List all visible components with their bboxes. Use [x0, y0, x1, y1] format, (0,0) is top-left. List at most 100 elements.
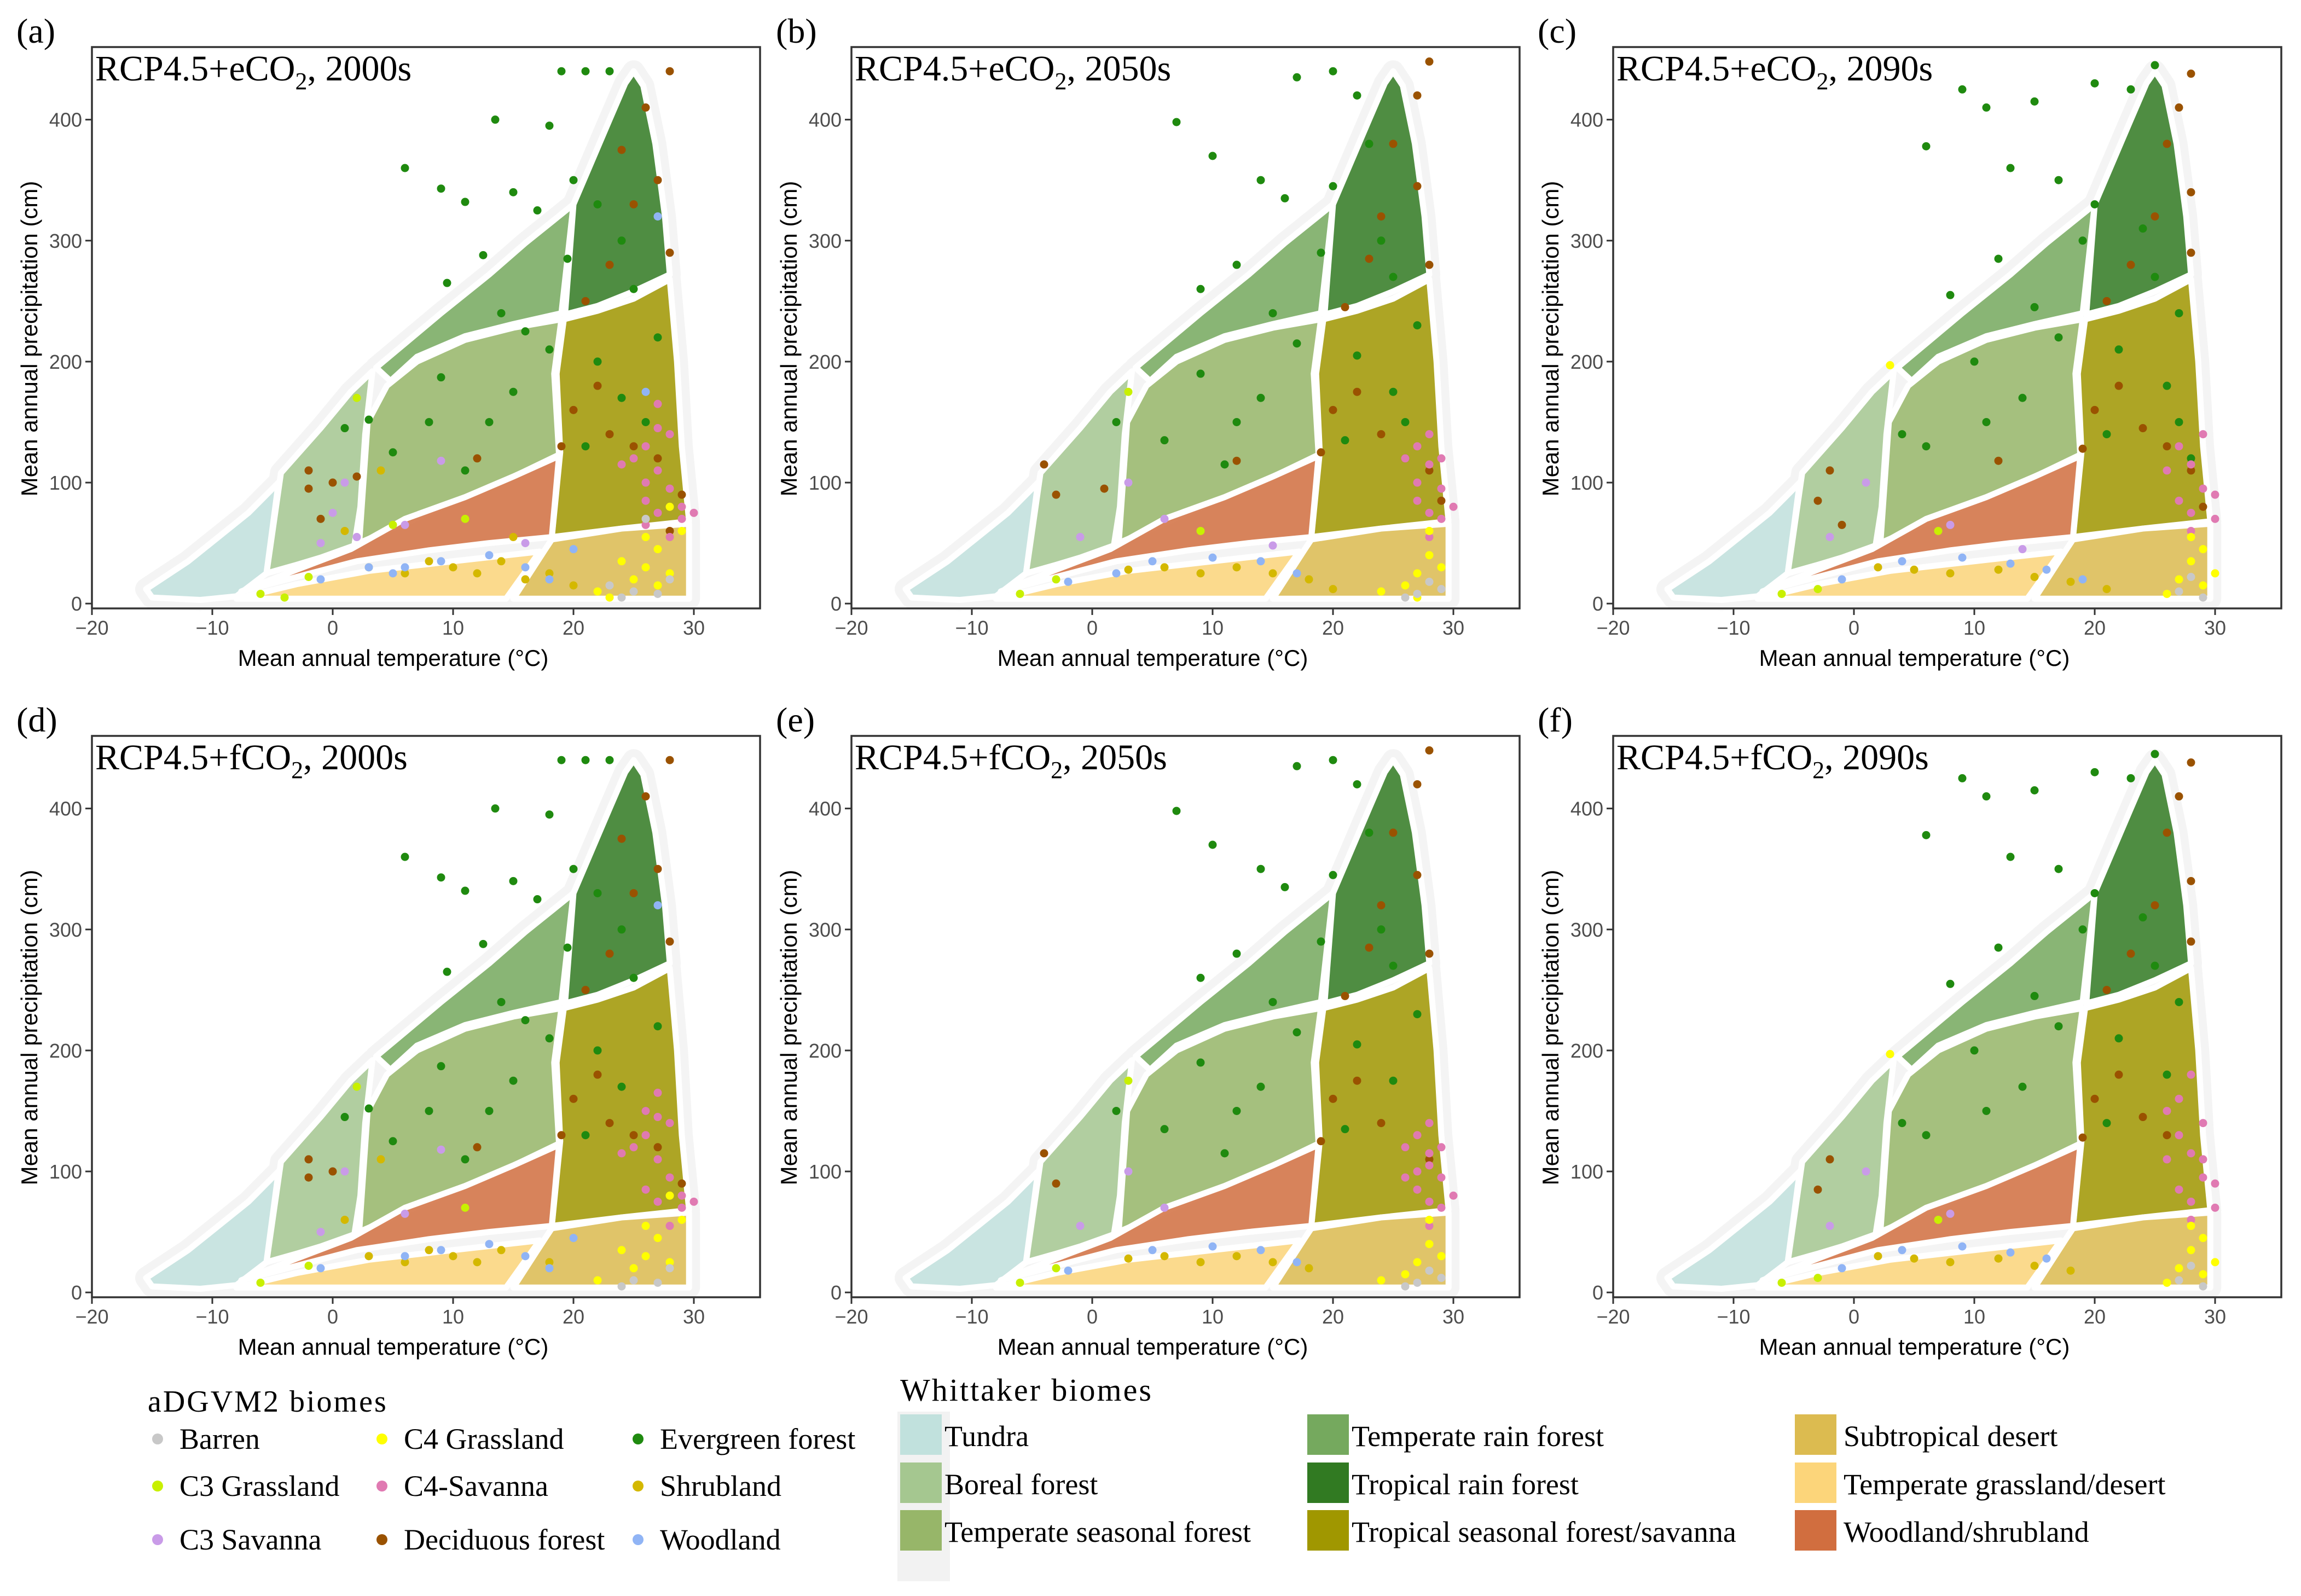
point-evergreen-forest: [581, 442, 590, 451]
legend-label-c3-savanna: C3 Savanna: [179, 1523, 321, 1556]
point-deciduous-forest: [629, 200, 638, 208]
point-barren: [1425, 577, 1434, 586]
point-c3-grassland: [1934, 1215, 1943, 1224]
whittaker-region-woodland-shrubland: [238, 1141, 563, 1284]
legend-swatch-boreal-forest: [900, 1462, 942, 1503]
legend-label-tundra: Tundra: [944, 1420, 1029, 1453]
point-c4-savanna: [2187, 460, 2195, 469]
point-shrubland: [1196, 1258, 1205, 1267]
point-woodland: [653, 212, 662, 221]
point-shrubland: [2066, 577, 2075, 586]
point-c4-grassland: [665, 569, 674, 578]
legend-label-c3-grassland: C3 Grassland: [179, 1470, 339, 1502]
point-c3-grassland: [1016, 589, 1024, 598]
point-c4-savanna: [2163, 1155, 2171, 1164]
point-c4-savanna: [2199, 484, 2207, 493]
point-evergreen-forest: [437, 373, 445, 382]
whittaker-region-subtropical-desert: [2031, 520, 2213, 602]
point-c4-grassland: [605, 593, 614, 602]
point-c4-savanna: [1425, 1119, 1434, 1128]
whittaker-region-tropical-seasonal-forest-savanna: [2070, 276, 2213, 541]
point-evergreen-forest: [2114, 345, 2123, 354]
point-c4-grassland: [1413, 569, 1422, 578]
point-evergreen-forest: [641, 417, 650, 426]
point-c4-grassland: [653, 581, 662, 590]
point-c4-savanna: [641, 1106, 650, 1115]
point-woodland: [316, 575, 325, 584]
scatter-panel: (c)RCP4.5+eCO2, 2090s−20 −10 0 10 20 30010020…: [1538, 11, 2282, 671]
point-evergreen-forest: [1268, 309, 1277, 317]
point-evergreen-forest: [653, 333, 662, 342]
point-evergreen-forest: [2054, 333, 2063, 342]
point-woodland: [1064, 1266, 1073, 1275]
panel-label: (d): [16, 700, 57, 739]
point-shrubland: [473, 1258, 482, 1267]
point-deciduous-forest: [1052, 1179, 1060, 1188]
point-deciduous-forest: [1317, 1137, 1325, 1146]
point-evergreen-forest: [1982, 792, 1991, 801]
y-tick-label: 400: [49, 798, 82, 820]
point-evergreen-forest: [1389, 387, 1398, 396]
point-evergreen-forest: [557, 67, 566, 76]
point-deciduous-forest: [665, 937, 674, 946]
point-shrubland: [2102, 585, 2111, 594]
point-barren: [2187, 1262, 2195, 1270]
point-c4-savanna: [653, 466, 662, 475]
point-c4-savanna: [617, 460, 626, 469]
legend-label-temperate-rain-forest: Temperate rain forest: [1352, 1420, 1604, 1453]
y-tick-label: 100: [1570, 472, 1603, 494]
point-deciduous-forest: [1341, 303, 1349, 311]
point-evergreen-forest: [617, 925, 626, 934]
point-c4-savanna: [653, 1197, 662, 1206]
point-evergreen-forest: [2102, 1119, 2111, 1128]
point-c3-grassland: [304, 573, 313, 582]
point-evergreen-forest: [593, 200, 602, 208]
point-woodland: [437, 1246, 445, 1255]
panel-label: (a): [16, 11, 55, 50]
point-c4-savanna: [1437, 484, 1446, 493]
point-shrubland: [497, 557, 506, 566]
legend-dot-barren: [152, 1434, 163, 1444]
point-deciduous-forest: [2126, 949, 2135, 958]
point-c4-grassland: [2187, 533, 2195, 542]
point-c4-grassland: [653, 545, 662, 554]
point-evergreen-forest: [485, 1106, 494, 1115]
point-c3-grassland: [1196, 526, 1205, 535]
point-evergreen-forest: [1220, 1149, 1229, 1158]
point-evergreen-forest: [1232, 417, 1241, 426]
point-shrubland: [1160, 563, 1169, 572]
point-c4-grassland: [617, 1246, 626, 1255]
point-deciduous-forest: [1813, 496, 1822, 505]
point-deciduous-forest: [605, 430, 614, 439]
point-woodland: [1958, 553, 1967, 562]
title-main: RCP4.5+fCO: [1616, 738, 1812, 777]
point-c3-savanna: [1076, 533, 1085, 542]
point-deciduous-forest: [2114, 381, 2123, 390]
point-evergreen-forest: [629, 973, 638, 982]
point-shrubland: [1124, 565, 1133, 574]
point-c4-savanna: [2175, 1185, 2183, 1194]
point-deciduous-forest: [2078, 444, 2087, 453]
point-c4-grassland: [677, 1215, 686, 1224]
point-woodland: [1958, 1242, 1967, 1251]
point-evergreen-forest: [1172, 806, 1181, 815]
whittaker-region-woodland-shrubland: [238, 452, 563, 595]
point-deciduous-forest: [569, 405, 578, 414]
point-evergreen-forest: [563, 254, 572, 263]
legend-dot-woodland: [633, 1534, 644, 1545]
point-shrubland: [401, 1258, 409, 1267]
point-evergreen-forest: [1958, 774, 1967, 782]
point-c4-savanna: [1437, 1203, 1446, 1212]
point-deciduous-forest: [1389, 828, 1398, 837]
point-evergreen-forest: [1365, 828, 1373, 837]
title-subscript: 2: [1054, 68, 1067, 95]
point-deciduous-forest: [1425, 466, 1434, 475]
point-woodland: [485, 551, 494, 560]
legend-dot-c3-grassland: [152, 1481, 163, 1491]
legend-label-tropical-seasonal-forest-savanna: Tropical seasonal forest/savanna: [1352, 1516, 1736, 1548]
x-tick-label: 10: [1202, 1305, 1224, 1328]
point-c4-savanna: [2199, 430, 2207, 439]
point-deciduous-forest: [2151, 901, 2159, 910]
whittaker-region-woodland-shrubland: [1759, 1141, 2084, 1284]
y-tick-label: 100: [49, 1160, 82, 1183]
